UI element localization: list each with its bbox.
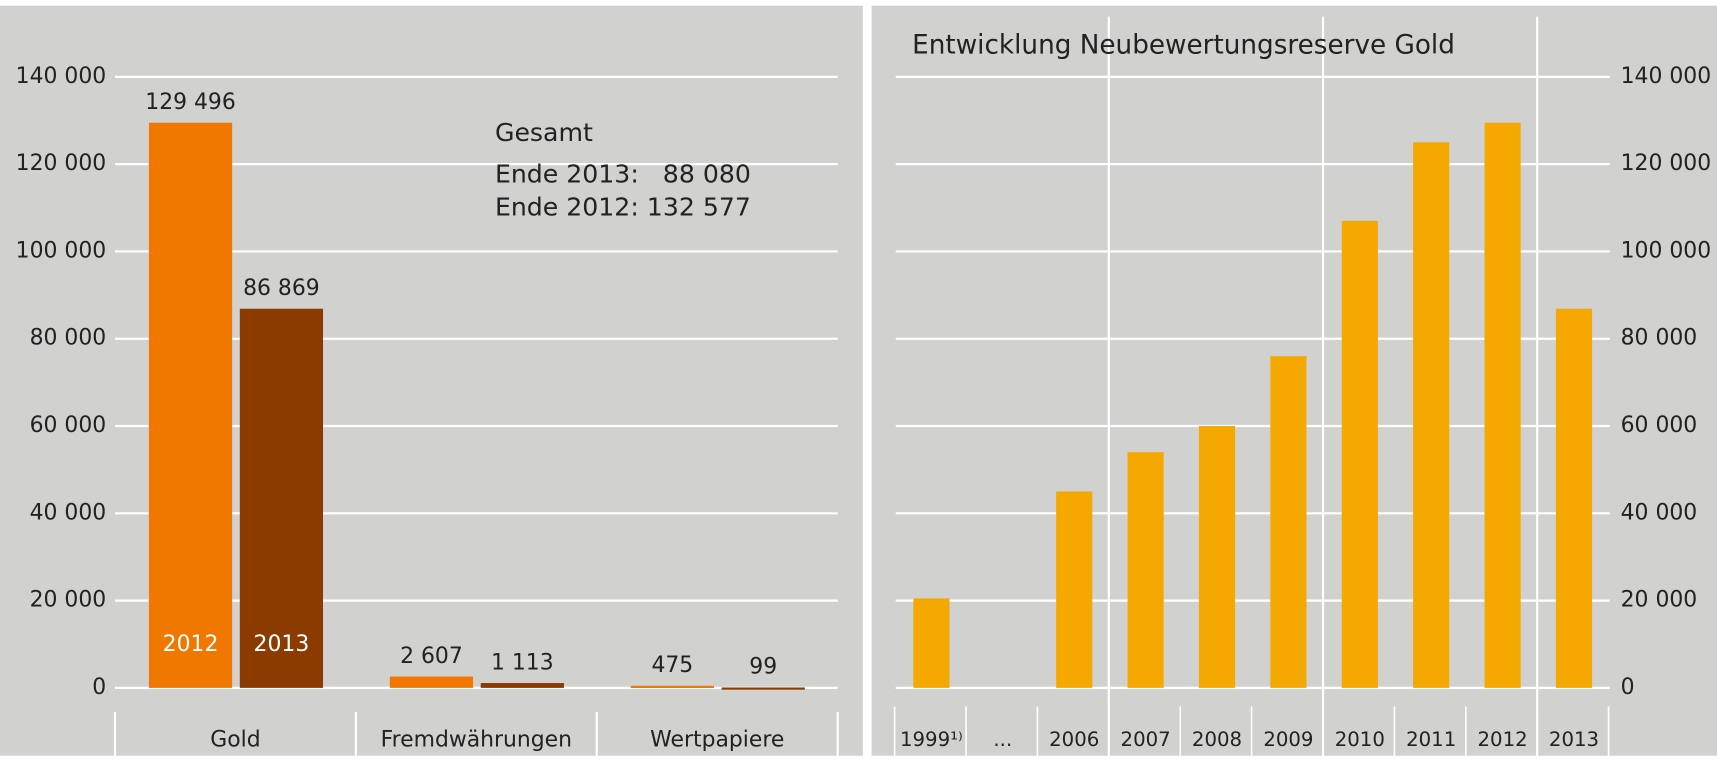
- data-label: 86 869: [243, 276, 320, 301]
- x-tick-label: Wertpapiere: [650, 727, 784, 752]
- bar: [630, 685, 714, 689]
- y-tick-label: 120 000: [16, 151, 107, 176]
- bar: [1270, 356, 1307, 688]
- bar: [1555, 308, 1593, 688]
- x-tick-label: 2013: [1549, 728, 1599, 751]
- x-tick-label: 2008: [1192, 728, 1242, 751]
- bar: [1484, 122, 1521, 688]
- y-tick-label: 40 000: [30, 500, 107, 525]
- y-tick-label: 140 000: [1621, 64, 1712, 89]
- x-tick-label: 2010: [1335, 728, 1385, 751]
- y-tick-label: 120 000: [1621, 151, 1712, 176]
- x-tick-label: 2012: [1478, 728, 1528, 751]
- y-tick-label: 40 000: [1621, 500, 1698, 525]
- bar: [1413, 142, 1450, 688]
- x-tick-label: 2011: [1406, 728, 1456, 751]
- data-label: 1 113: [491, 650, 554, 675]
- bar: [148, 122, 233, 688]
- series-label: 2012: [163, 632, 219, 657]
- bar: [239, 308, 324, 688]
- x-tick-label: 2009: [1263, 728, 1313, 751]
- bar: [1127, 452, 1164, 688]
- y-tick-label: 80 000: [1621, 326, 1698, 351]
- bar: [913, 598, 950, 688]
- annotation: Ende 2013: 88 080: [495, 159, 751, 188]
- x-tick-label: 2006: [1049, 728, 1099, 751]
- left-panel: [0, 5, 863, 756]
- y-tick-label: 20 000: [1621, 588, 1698, 613]
- data-label: 475: [651, 653, 693, 678]
- y-tick-label: 0: [1621, 675, 1635, 700]
- y-tick-label: 60 000: [1621, 413, 1698, 438]
- chart-title: Entwicklung Neubewertungsreserve Gold: [912, 31, 1455, 61]
- x-tick-label: 1999¹⁾: [900, 728, 963, 751]
- y-tick-label: 80 000: [30, 326, 107, 351]
- data-label: 129 496: [145, 90, 236, 115]
- annotation: Ende 2012: 132 577: [495, 192, 751, 221]
- bar: [389, 676, 474, 688]
- bar: [1056, 491, 1093, 688]
- annotation: Gesamt: [495, 118, 593, 147]
- data-label: 99: [749, 655, 777, 680]
- x-tick-label: 2007: [1121, 728, 1171, 751]
- y-tick-label: 140 000: [16, 64, 107, 89]
- y-tick-label: 0: [92, 675, 106, 700]
- y-tick-label: 60 000: [30, 413, 107, 438]
- bar: [480, 683, 564, 688]
- series-label: 2013: [254, 632, 310, 657]
- x-tick-label: ...: [993, 728, 1012, 751]
- x-tick-label: Fremdwährungen: [381, 727, 572, 752]
- y-tick-label: 20 000: [30, 588, 107, 613]
- y-tick-label: 100 000: [16, 238, 107, 263]
- bar: [721, 687, 805, 690]
- y-tick-label: 100 000: [1621, 238, 1712, 263]
- bar: [1198, 426, 1236, 688]
- data-label: 2 607: [400, 644, 463, 669]
- bar: [1341, 220, 1378, 688]
- x-tick-label: Gold: [210, 727, 260, 752]
